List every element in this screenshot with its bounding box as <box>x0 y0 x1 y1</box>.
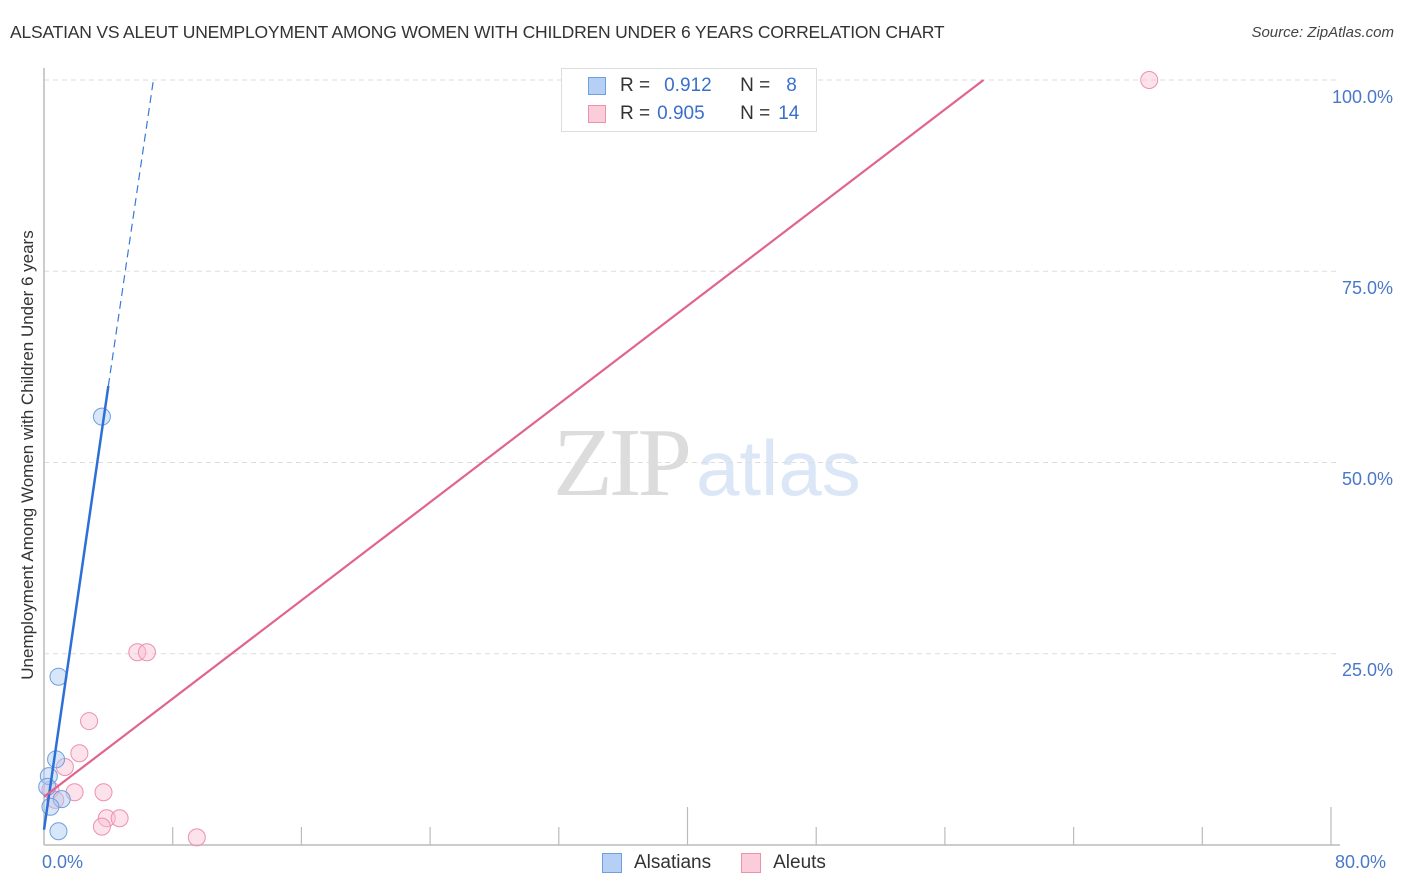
aleuts-swatch-icon <box>588 105 606 123</box>
aleuts-point[interactable] <box>128 643 147 662</box>
aleuts-point[interactable] <box>92 817 111 836</box>
alsatians-trend-line <box>42 385 110 830</box>
n-value-aleuts: 14 <box>778 103 800 124</box>
trend-lines <box>42 79 985 830</box>
x-tick-80: 80.0% <box>1335 852 1387 872</box>
r-value-alsatians: 0.912 <box>664 75 712 96</box>
y-axis-label: Unemployment Among Women with Children U… <box>18 230 37 680</box>
aleuts-point[interactable] <box>97 809 116 828</box>
alsatians-point[interactable] <box>41 797 60 816</box>
series-legend: Alsatians Aleuts <box>602 852 856 874</box>
source-credit: Source: ZipAtlas.com <box>1251 24 1394 41</box>
alsatians-legend-icon <box>602 853 622 873</box>
r-label: R = <box>620 75 651 96</box>
y-tick-50: 50.0% <box>1341 469 1393 489</box>
aleuts-point[interactable] <box>187 828 206 847</box>
y-tick-75: 75.0% <box>1341 278 1393 298</box>
n-label: N = <box>740 103 771 124</box>
aleuts-legend-icon <box>741 853 762 873</box>
alsatians-point[interactable] <box>38 777 57 796</box>
y-tick-100: 100.0% <box>1331 87 1393 107</box>
legend-label-alsatians: Alsatians <box>634 852 712 873</box>
y-tick-25: 25.0% <box>1341 660 1393 680</box>
aleuts-point[interactable] <box>70 744 89 763</box>
n-value-alsatians: 8 <box>786 75 797 96</box>
correlation-legend: R = 0.912 N = 8 R = 0.905 N = 14 <box>561 68 817 132</box>
legend-label-aleuts: Aleuts <box>773 852 826 873</box>
data-points <box>38 71 1159 847</box>
aleuts-trend-line <box>43 79 985 798</box>
aleuts-point[interactable] <box>110 809 129 828</box>
alsatians-trend-extension <box>107 79 154 387</box>
aleuts-point[interactable] <box>1140 71 1159 89</box>
axes <box>43 68 1340 846</box>
r-value-aleuts: 0.905 <box>657 103 705 124</box>
alsatians-swatch-icon <box>588 77 606 95</box>
aleuts-point[interactable] <box>94 783 113 802</box>
r-label: R = <box>620 103 651 124</box>
chart-title: ALSATIAN VS ALEUT UNEMPLOYMENT AMONG WOM… <box>10 22 945 42</box>
aleuts-point[interactable] <box>80 712 99 731</box>
alsatians-point[interactable] <box>49 822 68 841</box>
gridlines <box>44 79 1340 655</box>
n-label: N = <box>740 75 771 96</box>
legend-row-aleuts: R = 0.905 N = 14 <box>588 103 799 125</box>
x-tick-0: 0.0% <box>42 852 84 872</box>
legend-item-aleuts[interactable]: Aleuts <box>741 852 826 874</box>
aleuts-point[interactable] <box>137 643 156 662</box>
legend-row-alsatians: R = 0.912 N = 8 <box>588 75 797 97</box>
legend-item-alsatians[interactable]: Alsatians <box>602 852 711 874</box>
